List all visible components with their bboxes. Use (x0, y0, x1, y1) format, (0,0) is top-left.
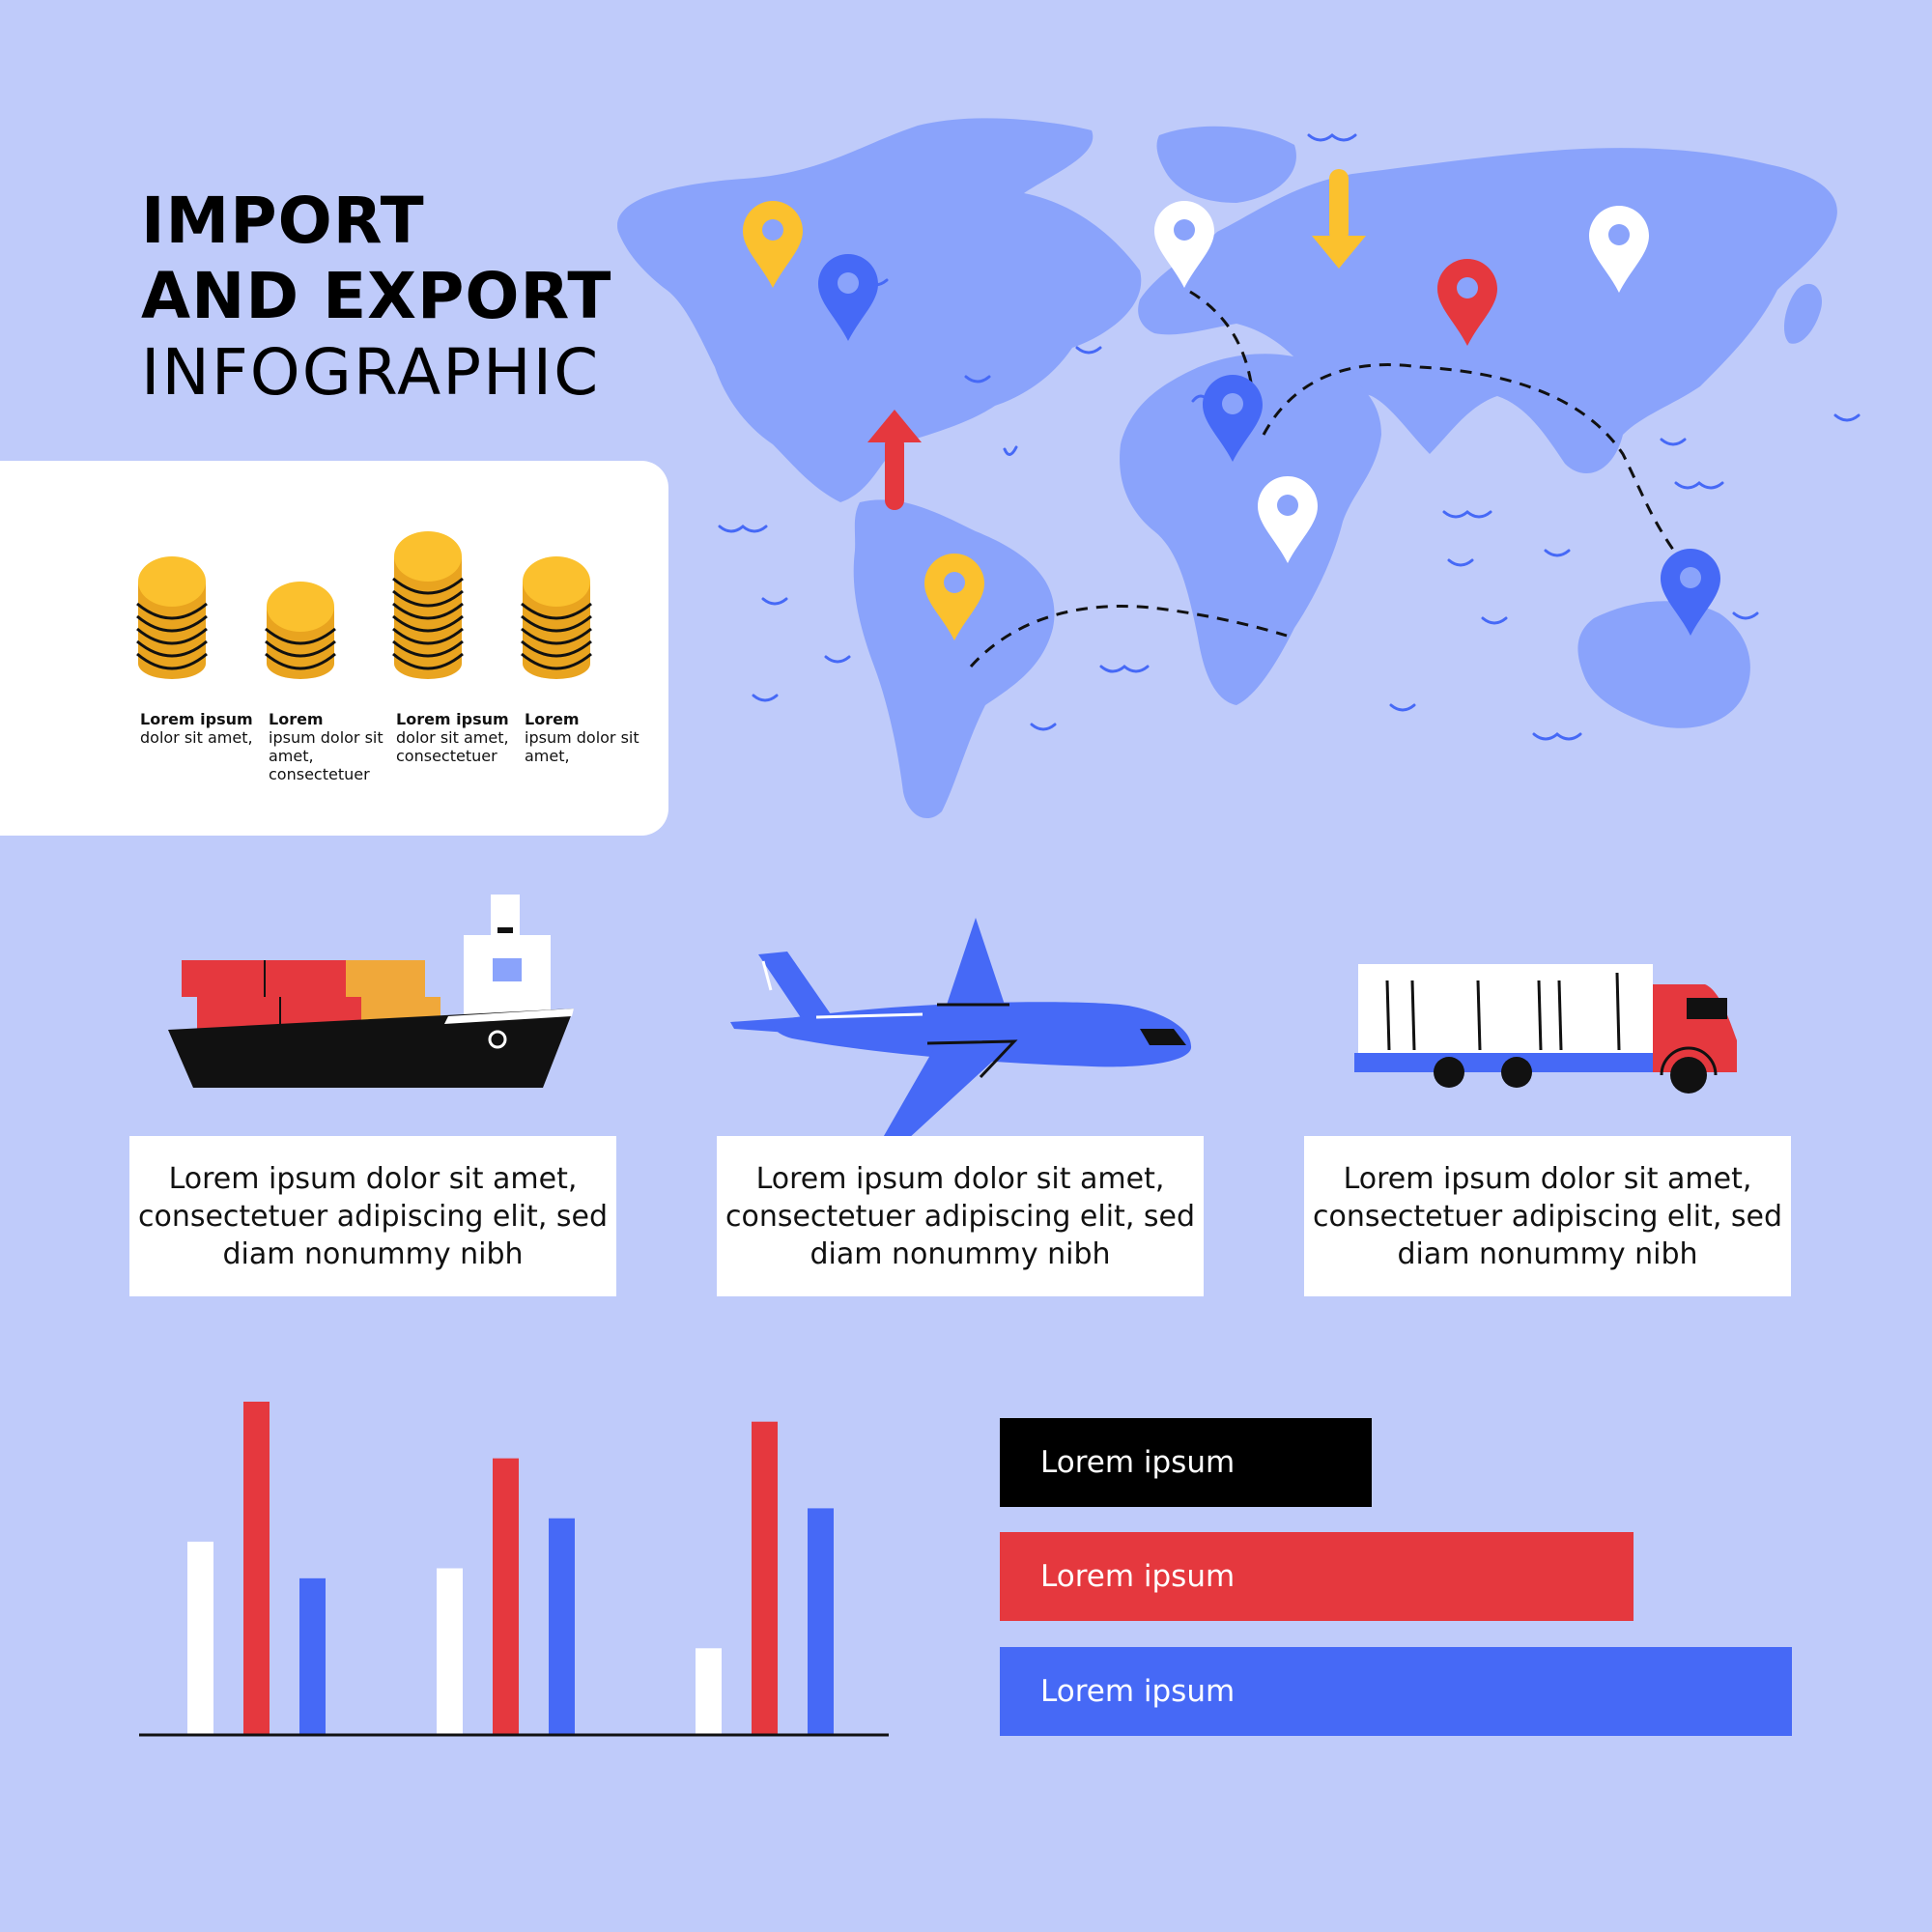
wave (1481, 616, 1508, 625)
ship-description-box: Lorem ipsum dolor sit amet, consectetuer… (129, 1136, 616, 1296)
north-america-shape (617, 118, 1142, 502)
chart-bar (752, 1421, 778, 1735)
legend-bar-red: Lorem ipsum (1000, 1532, 1634, 1621)
title-line-3: INFOGRAPHIC (141, 335, 601, 410)
vertical-bar-chart (139, 1402, 889, 1737)
legend-bar-black-label: Lorem ipsum (1040, 1445, 1236, 1480)
coin-stacks (136, 531, 592, 679)
world-map (617, 118, 1861, 819)
chart-bar (437, 1568, 463, 1735)
chart-bar (808, 1508, 834, 1735)
location-pin-icon (743, 201, 803, 288)
legend-bar-red-label: Lorem ipsum (1040, 1559, 1236, 1594)
location-pin-icon (1154, 201, 1214, 288)
plane-description-box: Lorem ipsum dolor sit amet, consectetuer… (717, 1136, 1204, 1296)
coin-label-4-bold: Lorem (525, 710, 580, 728)
chart-bar (696, 1648, 722, 1735)
truck-description-box: Lorem ipsum dolor sit amet, consectetuer… (1304, 1136, 1791, 1296)
import-arrow-icon (1312, 169, 1366, 269)
location-pin-icon (1437, 259, 1497, 346)
coin-label-3: Lorem ipsum dolor sit amet, consectetuer (396, 710, 522, 765)
legend-bar-black: Lorem ipsum (1000, 1418, 1372, 1507)
chart-bar (187, 1541, 213, 1735)
chart-bar (299, 1577, 326, 1735)
coin-label-2: Lorem ipsum dolor sit amet, consectetuer (269, 710, 394, 783)
coins-card: Lorem ipsum dolor sit amet, Lorem ipsum … (0, 461, 668, 836)
coin-label-3-text: dolor sit amet, consectetuer (396, 728, 509, 765)
cargo-ship-icon (168, 895, 574, 1088)
legend-bar-blue: Lorem ipsum (1000, 1647, 1792, 1736)
export-arrow-icon (867, 410, 922, 510)
wave (1674, 481, 1724, 490)
coin-label-4: Lorem ipsum dolor sit amet, (525, 710, 650, 765)
wave (964, 375, 991, 384)
route-sa-africa (969, 605, 1288, 668)
wave (1307, 133, 1357, 142)
africa-shape (1120, 354, 1381, 705)
chart-bar (243, 1402, 270, 1735)
wave (1075, 346, 1102, 355)
wave (1447, 558, 1474, 567)
wave (1544, 549, 1571, 557)
coin-label-3-bold: Lorem ipsum (396, 710, 509, 728)
chart-bar (549, 1518, 575, 1735)
plane-description: Lorem ipsum dolor sit amet, consectetuer… (724, 1161, 1196, 1271)
coin-label-1-text: dolor sit amet, (140, 728, 253, 747)
truck-description: Lorem ipsum dolor sit amet, consectetuer… (1312, 1161, 1783, 1271)
ship-description: Lorem ipsum dolor sit amet, consectetuer… (137, 1161, 609, 1271)
wave (752, 694, 779, 702)
wave (761, 597, 788, 606)
title-line-1: IMPORT (141, 184, 425, 258)
coin-stack-icon (265, 582, 336, 679)
south-america-shape (853, 499, 1055, 819)
wave (824, 655, 851, 664)
wave (1099, 665, 1150, 673)
coin-label-1-bold: Lorem ipsum (140, 710, 253, 728)
location-pin-icon (818, 254, 878, 341)
title-line-2: AND EXPORT (141, 259, 612, 333)
coin-stack-icon (521, 556, 592, 679)
wave (1833, 413, 1861, 422)
coin-label-2-bold: Lorem (269, 710, 324, 728)
wave (1660, 438, 1687, 446)
coin-label-4-text: ipsum dolor sit amet, (525, 728, 639, 765)
greenland-shape (1156, 126, 1296, 203)
title-block: IMPORT AND EXPORT INFOGRAPHIC (141, 184, 611, 412)
chart-bar (493, 1458, 519, 1735)
location-pin-icon (1203, 375, 1263, 462)
wave (1442, 510, 1492, 519)
coin-label-2-text: ipsum dolor sit amet, consectetuer (269, 728, 384, 783)
coin-stack-icon (136, 556, 208, 679)
wave (1003, 445, 1018, 456)
legend-bar-blue-label: Lorem ipsum (1040, 1674, 1236, 1709)
route-africa-australia (1262, 363, 1683, 561)
wave (718, 525, 768, 533)
wave (1030, 723, 1057, 731)
coin-label-1: Lorem ipsum dolor sit amet, (140, 710, 266, 747)
wave (1389, 703, 1416, 712)
location-pin-icon (1661, 549, 1720, 636)
wave (1532, 732, 1582, 741)
coin-stack-icon (392, 531, 464, 679)
australia-shape (1577, 601, 1750, 728)
airplane-icon (730, 918, 1192, 1161)
location-pin-icon (924, 554, 984, 640)
location-pin-icon (1589, 206, 1649, 293)
truck-icon (1354, 964, 1737, 1094)
location-pin-icon (1258, 476, 1318, 563)
wave (1732, 611, 1759, 620)
japan-shape (1783, 283, 1822, 344)
